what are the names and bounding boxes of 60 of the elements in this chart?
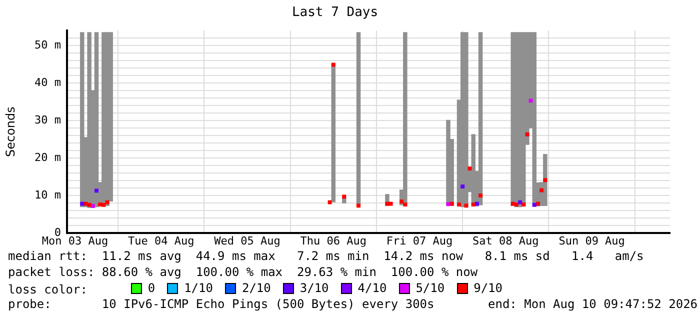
point	[471, 202, 476, 206]
point	[540, 188, 544, 192]
y-axis-title: Seconds	[3, 106, 18, 158]
text: end: Mon Aug 10 09:47:52 2026	[488, 296, 697, 312]
point	[98, 202, 102, 206]
text: probe: 10 IPv6-ICMP Echo Pings (500 Bytes) every 300s	[8, 297, 434, 311]
bar	[543, 154, 548, 206]
legend-label: 2/10	[242, 280, 271, 296]
bar	[464, 32, 468, 208]
point	[532, 202, 536, 207]
point	[468, 166, 472, 171]
x-tick-label: Sun 09 Aug	[558, 234, 625, 248]
x-tick-label: Tue 04 Aug	[128, 234, 194, 248]
legend-label: 3/10	[300, 280, 329, 296]
point	[102, 202, 106, 207]
bar	[94, 32, 99, 208]
y-tick-label: 0	[54, 226, 61, 239]
x-tick-label: Thu 06 Aug	[300, 234, 366, 248]
point	[457, 202, 461, 206]
point	[460, 184, 465, 189]
point	[90, 204, 95, 208]
point	[94, 188, 98, 193]
point	[478, 194, 483, 198]
point	[528, 98, 533, 103]
bar	[471, 134, 476, 206]
bar	[356, 32, 361, 206]
y-tick-label: 40 m	[34, 76, 62, 89]
legend-label: 4/10	[358, 280, 387, 296]
point	[522, 202, 526, 206]
legend-title: loss color:	[8, 282, 88, 296]
point	[464, 204, 468, 208]
bar	[510, 32, 515, 206]
x-tick-label: Sat 08 Aug	[472, 234, 539, 248]
legend-label: 1/10	[184, 280, 213, 296]
legend-label: 9/10	[474, 280, 502, 296]
point	[87, 202, 92, 207]
y-tick-label: 30 m	[34, 113, 62, 126]
text: packet loss: 88.60 % avg 100.00 % max 29.63 % min 100.00 % now	[7, 264, 479, 280]
x-tick-label: Wed 05 Aug	[214, 234, 280, 248]
point	[543, 178, 548, 182]
point	[400, 200, 404, 204]
point	[342, 194, 346, 199]
point	[403, 202, 408, 206]
bar	[331, 64, 336, 202]
bar	[403, 32, 408, 206]
y-tick-label: 50 m	[34, 38, 62, 52]
y-tick-label: 20 m	[34, 150, 62, 164]
y-tick-label: 10 m	[34, 188, 62, 202]
point	[525, 132, 530, 136]
legend-label: 0	[148, 280, 156, 296]
chart-title: Last 7 Days	[292, 5, 378, 20]
point	[356, 204, 360, 208]
bar	[87, 32, 92, 208]
point	[331, 62, 336, 67]
legend-label: 5/10	[416, 280, 445, 296]
text: median rtt: 11.2 ms avg 44.9 ms max 7.2 ms min 14.2 ms now 8.1 ms sd 1.4 am/s	[7, 248, 645, 264]
x-tick-label: Fri 07 Aug	[386, 234, 453, 248]
bar	[80, 32, 84, 208]
bar	[478, 32, 483, 206]
point	[514, 202, 518, 206]
